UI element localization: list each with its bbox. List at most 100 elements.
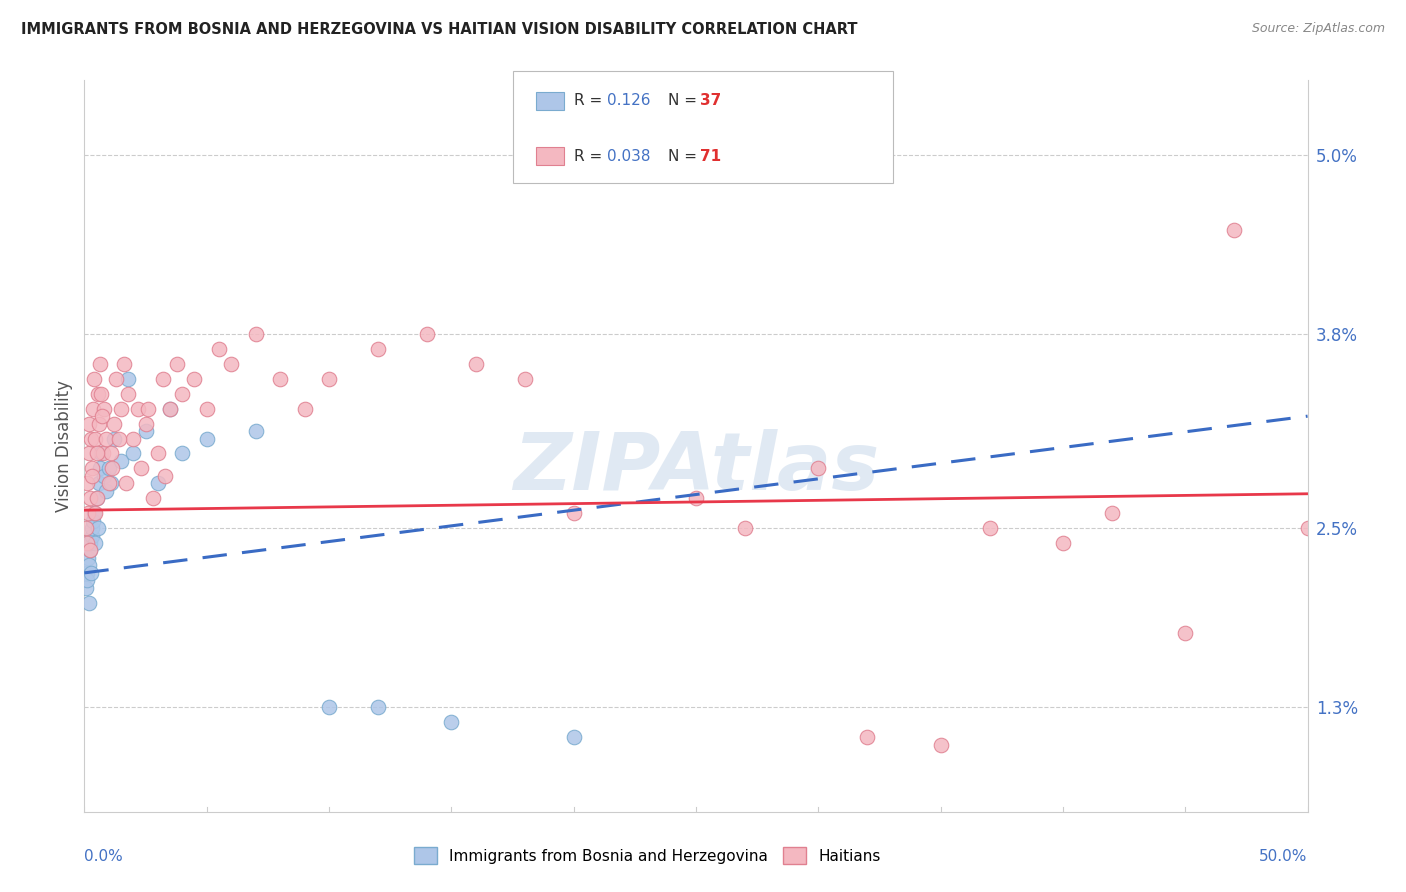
Point [195,401,218,416]
Point [77,446,100,460]
Point [80,432,103,446]
Point [110,401,132,416]
Point [1101,506,1123,520]
Point [79,491,101,506]
Point [107,432,129,446]
Point [294,401,316,416]
Point [734,521,756,535]
Point [93,401,115,416]
Point [562,506,585,520]
Point [83,372,105,386]
Point [96,432,118,446]
Point [146,446,169,460]
Point [77,506,100,520]
Point [136,401,159,416]
Point [83,506,105,520]
Point [245,424,267,438]
Point [440,715,463,730]
Point [84,432,107,446]
Point [77,417,100,431]
Point [122,432,145,446]
Text: 37: 37 [700,94,721,108]
Legend: Immigrants from Bosnia and Herzegovina, Haitians: Immigrants from Bosnia and Herzegovina, … [408,841,887,870]
Point [127,401,149,416]
Point [152,372,174,386]
Point [117,386,139,401]
Point [110,454,132,468]
Point [929,738,952,752]
Point [269,372,291,386]
Point [318,372,340,386]
Point [979,521,1001,535]
Text: IMMIGRANTS FROM BOSNIA AND HERZEGOVINA VS HAITIAN VISION DISABILITY CORRELATION : IMMIGRANTS FROM BOSNIA AND HERZEGOVINA V… [21,22,858,37]
Point [83,506,105,520]
Point [97,461,120,475]
Text: R =: R = [574,149,607,163]
Point [90,446,112,460]
Point [153,468,176,483]
Point [183,372,205,386]
Point [82,521,104,535]
Text: 50.0%: 50.0% [1260,849,1308,864]
Point [77,558,100,573]
Point [103,432,125,446]
Point [219,357,242,371]
Point [129,461,152,475]
Point [146,476,169,491]
Point [86,491,108,506]
Point [87,476,110,491]
Point [172,386,194,401]
Point [166,357,188,371]
Point [82,514,104,528]
Point [79,543,101,558]
Text: N =: N = [668,94,702,108]
Point [93,468,115,483]
Point [91,409,114,424]
Point [807,461,830,475]
Point [416,326,439,341]
Point [87,521,110,535]
Point [76,566,98,580]
Point [142,491,165,506]
Point [464,357,486,371]
Point [513,372,536,386]
Point [112,357,135,371]
Point [76,536,98,550]
Point [100,476,122,491]
Point [135,424,157,438]
Point [91,446,114,460]
Point [80,528,103,542]
Y-axis label: Vision Disability: Vision Disability [55,380,73,512]
Point [208,342,231,356]
Point [159,401,181,416]
Point [84,536,107,550]
Point [562,730,585,744]
Point [89,357,111,371]
Point [1223,222,1246,236]
Text: Source: ZipAtlas.com: Source: ZipAtlas.com [1251,22,1385,36]
Point [1296,521,1319,535]
Point [103,417,125,431]
Point [79,536,101,550]
Point [105,372,128,386]
Point [77,596,100,610]
Point [856,730,879,744]
Point [75,581,97,595]
Point [76,476,98,491]
Point [76,574,98,588]
Point [80,566,103,580]
Point [87,417,110,431]
Point [685,491,707,506]
Point [367,342,389,356]
Point [367,700,389,714]
Text: ZIPAtlas: ZIPAtlas [513,429,879,507]
Text: 71: 71 [700,149,721,163]
Point [1052,536,1074,550]
Point [87,386,110,401]
Text: 0.0%: 0.0% [84,849,124,864]
Point [135,417,157,431]
Text: R =: R = [574,94,607,108]
Point [79,543,101,558]
Text: 0.038: 0.038 [607,149,651,163]
Text: N =: N = [668,149,702,163]
